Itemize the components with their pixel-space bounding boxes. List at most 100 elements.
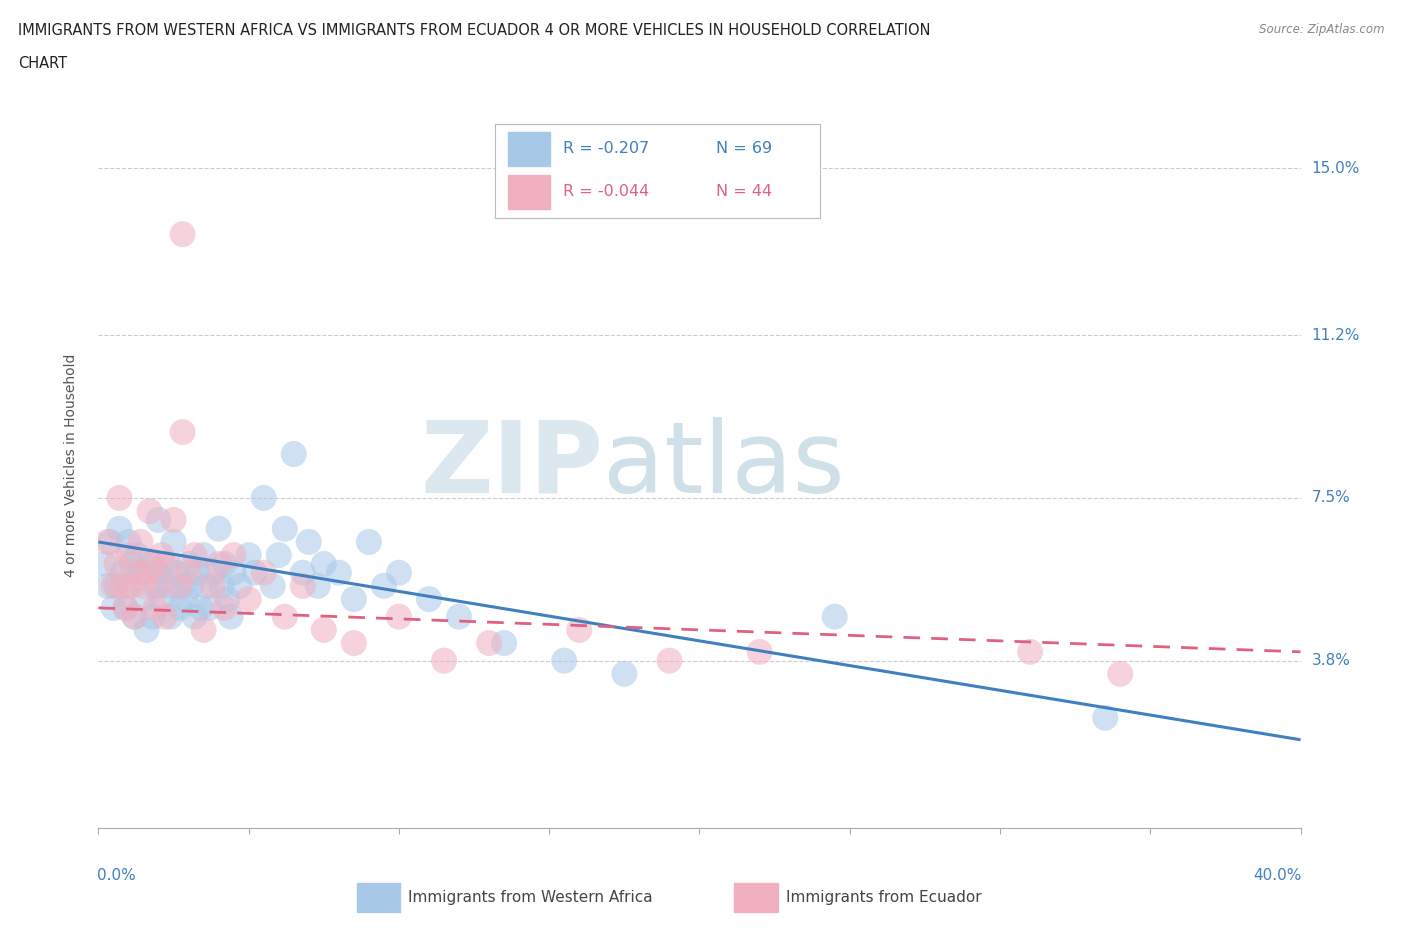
Point — [180, 578, 202, 593]
Point — [388, 609, 411, 624]
Point — [135, 622, 157, 637]
Bar — [734, 883, 778, 912]
Point — [748, 644, 770, 659]
Point — [373, 578, 395, 593]
Point — [153, 609, 176, 624]
Point — [166, 565, 188, 580]
Point — [156, 578, 179, 593]
Point — [117, 548, 139, 563]
Text: 15.0%: 15.0% — [1312, 161, 1360, 176]
Point — [105, 556, 128, 571]
Point — [138, 556, 160, 571]
Point — [172, 425, 194, 440]
Text: Source: ZipAtlas.com: Source: ZipAtlas.com — [1260, 23, 1385, 36]
Point — [105, 578, 128, 593]
Point — [217, 591, 239, 606]
Text: 3.8%: 3.8% — [1312, 653, 1351, 668]
Point — [222, 548, 245, 563]
Point — [208, 522, 231, 537]
Text: 0.0%: 0.0% — [97, 868, 136, 883]
Point — [201, 578, 224, 593]
Point — [193, 548, 215, 563]
Bar — [508, 175, 550, 209]
Text: CHART: CHART — [18, 56, 67, 71]
Point — [214, 601, 236, 616]
Point — [93, 556, 115, 571]
Point — [208, 556, 231, 571]
Point — [169, 578, 191, 593]
Text: 40.0%: 40.0% — [1253, 868, 1302, 883]
Point — [291, 565, 314, 580]
Point — [198, 601, 221, 616]
Point — [253, 565, 276, 580]
Text: 11.2%: 11.2% — [1312, 327, 1360, 343]
Point — [190, 601, 212, 616]
Point — [162, 535, 184, 550]
Point — [141, 556, 163, 571]
Point — [103, 601, 125, 616]
Point — [183, 548, 205, 563]
Point — [343, 635, 366, 650]
Text: 7.5%: 7.5% — [1312, 490, 1350, 506]
Point — [138, 504, 160, 519]
Text: R = -0.207: R = -0.207 — [564, 141, 650, 156]
Point — [148, 512, 170, 527]
Point — [121, 556, 143, 571]
Point — [433, 653, 456, 668]
Point — [478, 635, 501, 650]
Point — [211, 578, 233, 593]
Point — [312, 622, 335, 637]
Point — [195, 578, 218, 593]
Point — [494, 635, 516, 650]
Point — [1109, 667, 1132, 682]
Point — [262, 578, 284, 593]
Point — [148, 578, 170, 593]
Point — [127, 565, 149, 580]
Point — [357, 535, 380, 550]
Point — [328, 565, 350, 580]
Text: R = -0.044: R = -0.044 — [564, 184, 650, 199]
Text: ZIP: ZIP — [420, 417, 603, 513]
Point — [159, 609, 181, 624]
Point — [103, 578, 125, 593]
Point — [153, 556, 176, 571]
Point — [121, 578, 143, 593]
Point — [145, 578, 167, 593]
Point — [156, 556, 179, 571]
Point — [343, 591, 366, 606]
Point — [658, 653, 681, 668]
Point — [219, 609, 242, 624]
Point — [187, 565, 209, 580]
Point — [150, 548, 173, 563]
Point — [253, 490, 276, 505]
Point — [1094, 711, 1116, 725]
Point — [124, 609, 146, 624]
Point — [162, 512, 184, 527]
Point — [172, 227, 194, 242]
Point — [312, 556, 335, 571]
Point — [114, 601, 136, 616]
Text: atlas: atlas — [603, 417, 845, 513]
Point — [418, 591, 440, 606]
Point — [177, 565, 200, 580]
Point — [141, 609, 163, 624]
Point — [129, 565, 152, 580]
Point — [145, 601, 167, 616]
Point — [100, 535, 122, 550]
Text: IMMIGRANTS FROM WESTERN AFRICA VS IMMIGRANTS FROM ECUADOR 4 OR MORE VEHICLES IN : IMMIGRANTS FROM WESTERN AFRICA VS IMMIGR… — [18, 23, 931, 38]
Point — [283, 446, 305, 461]
Point — [214, 556, 236, 571]
Point — [129, 535, 152, 550]
Point — [124, 609, 146, 624]
Point — [267, 548, 290, 563]
Point — [172, 578, 194, 593]
Point — [127, 548, 149, 563]
Bar — [508, 132, 550, 166]
Point — [183, 609, 205, 624]
Point — [201, 565, 224, 580]
Y-axis label: 4 or more Vehicles in Household: 4 or more Vehicles in Household — [63, 353, 77, 577]
Point — [613, 667, 636, 682]
Point — [274, 609, 297, 624]
Point — [568, 622, 591, 637]
Point — [298, 535, 321, 550]
